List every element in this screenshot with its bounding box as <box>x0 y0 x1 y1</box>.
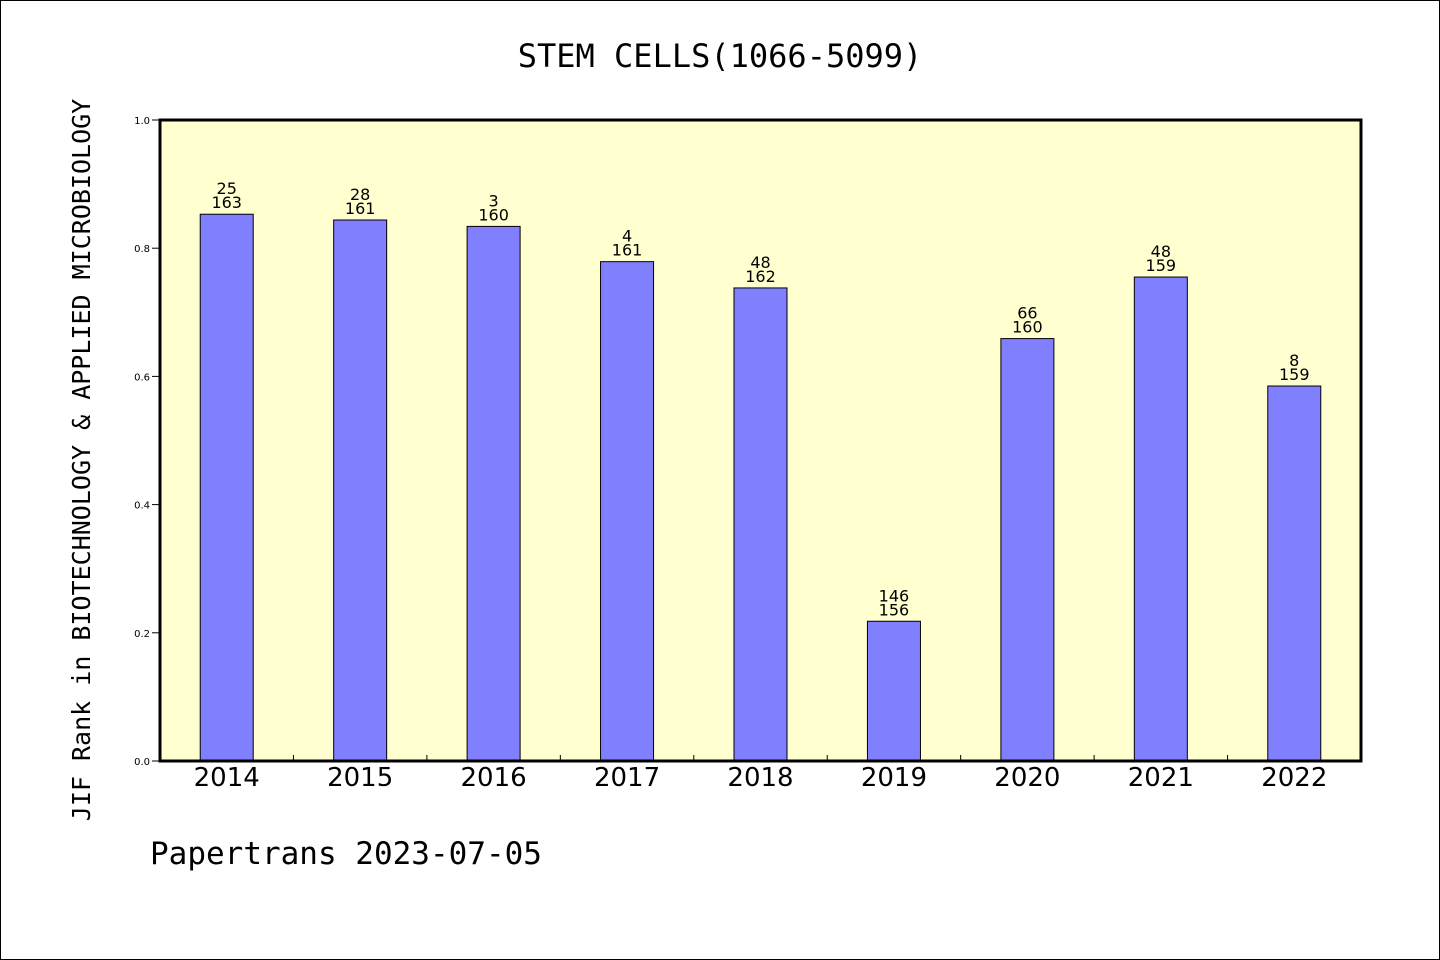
bar-2017 <box>600 261 655 762</box>
bar-total-label: 161 <box>345 199 376 218</box>
x-tick-label: 2018 <box>727 763 793 793</box>
bar-2021 <box>1133 276 1188 762</box>
plot-border <box>158 118 1363 763</box>
y-axis-label: JIF Rank in BIOTECHNOLOGY & APPLIED MICR… <box>67 99 96 821</box>
bar-total-label: 160 <box>478 205 509 224</box>
x-axis-ticks: 2014 2015 2016 2017 2018 2019 2020 2021 2022 <box>194 755 1327 793</box>
bar-rank-label: 8 <box>1289 351 1299 370</box>
y-tick-label: 0.6 <box>134 372 150 383</box>
bar-2019 <box>866 620 921 762</box>
footer-watermark: Papertrans 2023-07-05 <box>150 836 542 872</box>
bar-rank-label: 25 <box>217 179 237 198</box>
bar-total-label: 159 <box>1279 365 1310 384</box>
bar-2018 <box>733 287 788 762</box>
x-tick-label: 2017 <box>594 763 660 793</box>
x-tick-label: 2014 <box>194 763 260 793</box>
x-tick-label: 2022 <box>1261 763 1327 793</box>
y-tick-label: 0.4 <box>134 501 150 512</box>
bars-group <box>199 213 1322 762</box>
y-tick-label: 1.0 <box>134 116 150 127</box>
y-tick-label: 0.2 <box>134 629 150 640</box>
bar-rank-label: 4 <box>622 227 632 246</box>
bar-2020 <box>1000 338 1055 762</box>
bar-rank-label: 66 <box>1017 304 1037 323</box>
bar-2022 <box>1267 385 1322 762</box>
bar-rank-label: 146 <box>879 586 910 605</box>
bar-2015 <box>333 219 388 762</box>
bar-2014 <box>199 213 254 762</box>
x-tick-label: 2015 <box>327 763 393 793</box>
bar-total-label: 161 <box>612 241 643 260</box>
bar-2016 <box>466 225 521 762</box>
bar-total-label: 163 <box>211 193 242 212</box>
bar-rank-label: 48 <box>750 253 770 272</box>
bar-total-label: 160 <box>1012 318 1043 337</box>
bar-rank-label: 28 <box>350 185 370 204</box>
y-tick-label: 0.8 <box>134 244 150 255</box>
y-tick-label: 0.0 <box>134 757 150 768</box>
x-tick-label: 2020 <box>994 763 1060 793</box>
x-tick-label: 2016 <box>461 763 527 793</box>
x-tick-label: 2019 <box>861 763 927 793</box>
bar-rank-label: 48 <box>1151 242 1171 261</box>
bar-total-label: 162 <box>745 267 776 286</box>
bar-total-label: 156 <box>879 600 910 619</box>
y-axis-ticks: 0.0 0.2 0.4 0.6 0.8 1.0 <box>134 116 160 768</box>
chart-title: STEM CELLS(1066-5099) <box>518 37 923 75</box>
bar-rank-label: 3 <box>489 191 499 210</box>
x-tick-label: 2021 <box>1128 763 1194 793</box>
bar-total-label: 159 <box>1146 256 1177 275</box>
